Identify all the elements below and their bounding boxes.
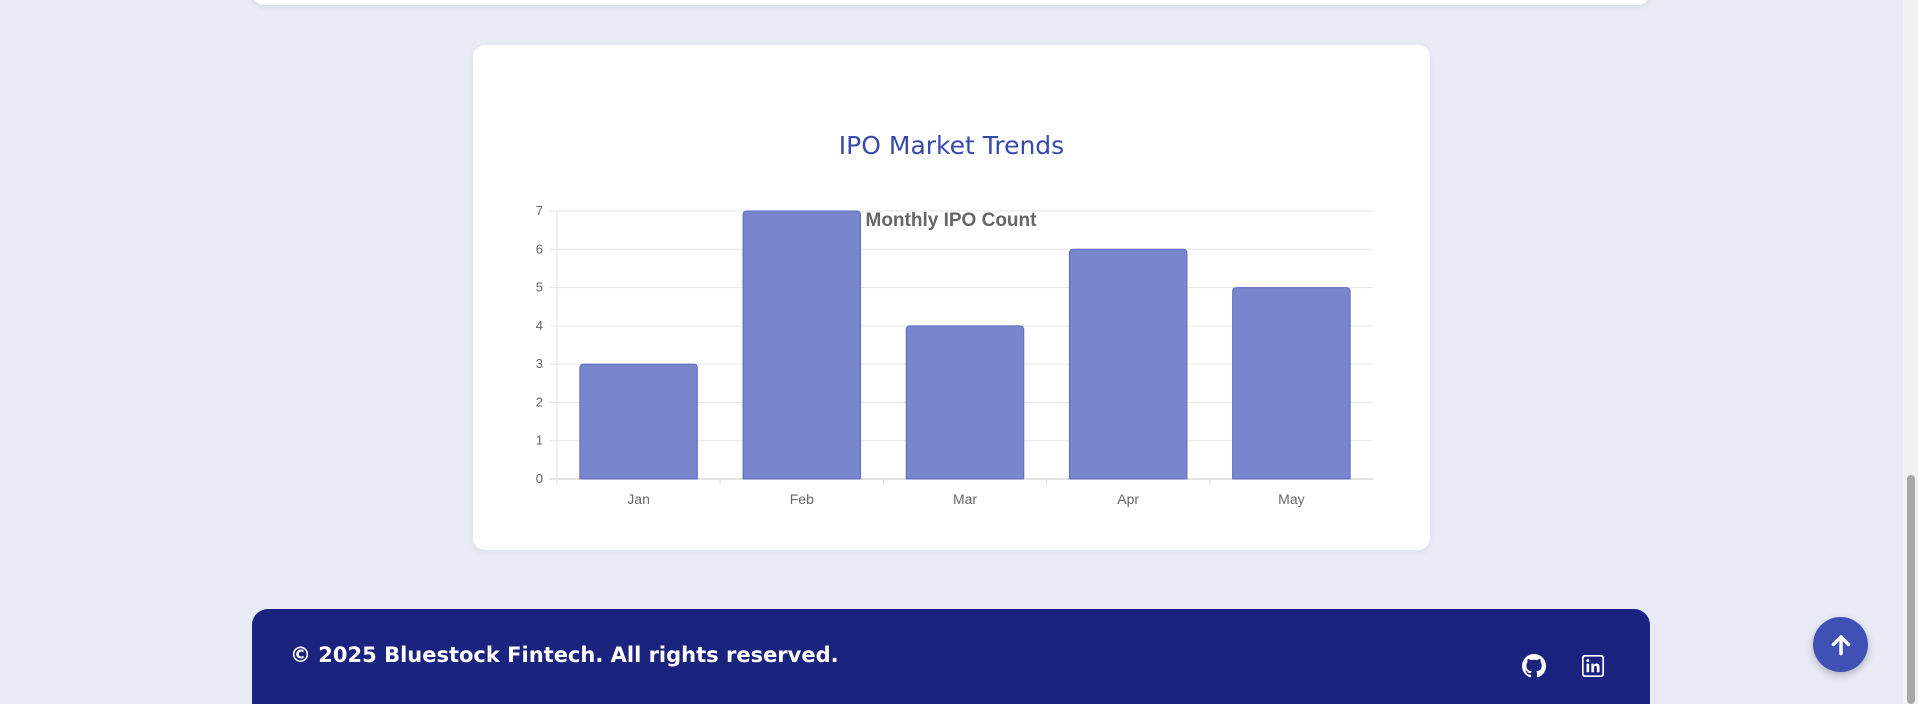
- github-icon: [1522, 654, 1546, 678]
- site-footer: © 2025 Bluestock Fintech. All rights res…: [252, 609, 1650, 704]
- bar-mar[interactable]: [905, 325, 1025, 480]
- bar-may[interactable]: [1232, 287, 1351, 480]
- arrow-up-icon: [1831, 634, 1850, 655]
- x-tick-label: May: [1278, 491, 1304, 507]
- y-tick-label: 3: [536, 356, 543, 371]
- y-tick-label: 6: [536, 241, 543, 256]
- linkedin-icon: [1582, 655, 1604, 677]
- scrollbar-thumb[interactable]: [1907, 475, 1915, 704]
- linkedin-link[interactable]: [1580, 653, 1606, 679]
- y-tick-label: 5: [536, 280, 543, 295]
- ipo-bar-chart: Monthly IPO Count 0 1 2 3 4 5 6 7 Jan Feb Mar Apr Ma…: [536, 203, 1373, 507]
- bar-feb[interactable]: [742, 210, 862, 480]
- y-tick-label: 4: [536, 318, 543, 333]
- chart-title: Monthly IPO Count: [866, 210, 1038, 231]
- scroll-to-top-button[interactable]: [1813, 617, 1868, 672]
- bar-jan[interactable]: [579, 363, 698, 480]
- bar-apr[interactable]: [1068, 248, 1188, 480]
- ipo-trends-card: IPO Market Trends Monthly IPO Count 0 1 2 3…: [473, 45, 1430, 550]
- previous-section-card: [252, 0, 1650, 5]
- x-tick-label: Jan: [627, 491, 650, 507]
- y-tick-label: 1: [536, 433, 543, 448]
- card-title: IPO Market Trends: [838, 131, 1065, 160]
- x-tick-label: Apr: [1117, 491, 1139, 507]
- github-link[interactable]: [1521, 653, 1547, 679]
- y-tick-label: 0: [536, 471, 543, 486]
- y-tick-label: 2: [536, 394, 543, 409]
- y-tick-label: 7: [536, 203, 543, 218]
- x-tick-label: Mar: [953, 491, 977, 507]
- x-tick-label: Feb: [790, 491, 814, 507]
- footer-copyright: © 2025 Bluestock Fintech. All rights res…: [290, 643, 839, 667]
